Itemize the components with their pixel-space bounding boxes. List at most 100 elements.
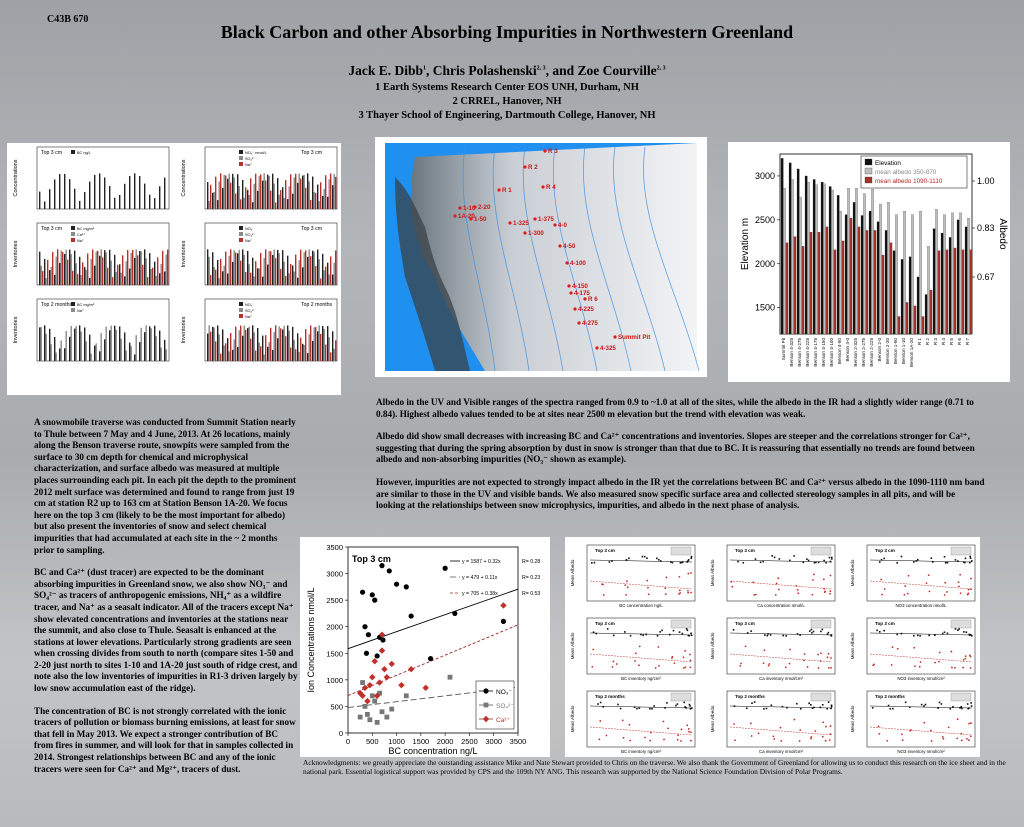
mini-bar [270,327,272,361]
mini-bar [54,179,56,209]
mini-point-vis [636,707,638,710]
mini-point-ir [634,652,637,655]
mini-bar [240,199,242,209]
mini-point-vis [954,559,957,561]
mini-bar [233,250,235,285]
mini-bar [255,261,257,285]
mini-bar [64,253,66,285]
mini-bar [307,173,309,209]
mini-bar [217,200,219,209]
mini-point-vis [751,702,753,704]
mini-point-ir [682,656,685,659]
mini-point-vis [830,704,833,707]
mini-point-ir [923,721,926,724]
station-marker [565,261,569,265]
category-label: R 2 [925,338,930,346]
mini-point-ir [970,722,972,724]
mini-bar [320,182,322,209]
point-no3 [379,563,385,569]
bar-elevation [916,276,920,335]
station-marker [508,221,512,225]
bar-mean-albedo-350-870 [935,209,938,335]
mini-bar [330,256,332,285]
mini-point-ir [927,574,930,577]
bar-mean-albedo-1090-1110 [785,242,789,335]
bar-mean-albedo-1090-1110 [881,254,885,335]
mini-bar [245,187,247,209]
y-axis-label: Elevation m [740,218,751,270]
mini-point-ir [763,649,766,652]
bar-elevation [908,256,912,335]
mini-legend-swatch [239,162,243,166]
point-no3 [386,568,392,574]
mini-bar [227,178,229,209]
poster-code: C43B 670 [47,14,89,25]
mini-bar [222,329,224,361]
mini-bar [139,251,141,285]
mini-bar [292,193,294,209]
mini-point-vis [923,705,925,707]
mini-bar [327,325,329,361]
mini-bar [242,335,244,361]
mini-bar [70,254,72,285]
mini-bar [315,266,317,285]
mini-fit-vis [729,705,833,709]
mini-bar [69,249,71,285]
mini-point-ir [797,592,800,595]
mini-bar [144,332,146,361]
mini-point-ir [601,583,603,586]
mini-legend-swatch [71,150,75,154]
mini-legend-swatch [239,150,243,154]
mini-bar [308,334,310,361]
mini-bar [298,173,300,209]
point-so4 [357,714,363,720]
mini-point-ir [773,738,776,740]
category-label: Benson 1-10 [901,338,906,364]
results-p1: Albedo in the UV and Visible ranges of t… [376,397,974,419]
mini-bar [137,255,139,285]
elevation-contour [552,146,598,372]
mini-y-label: Mean Albedo [710,705,715,732]
mini-bar [220,353,222,361]
mini-point-vis [830,558,833,560]
mini-bar [99,351,101,361]
station-label: R 1 [502,187,512,194]
mini-bar [154,198,156,209]
mini-bar [288,330,290,361]
mini-point-vis [629,634,632,637]
fit-equation: y = 705 + 0.38x [462,591,498,597]
mini-point-ir [798,740,801,742]
station-marker [569,291,573,295]
bc-ion-scatter-chart: 0 500 1000 1500 2000 2500 3000 3500 0 500 1000 1500… [306,543,540,756]
point-ca [482,715,490,723]
mini-point-vis [675,704,677,707]
mini-bar [94,345,96,361]
category-label: Benson 4-150 [821,338,826,367]
mini-bar [250,272,252,285]
mini-bar [142,264,144,285]
mini-fit-ir [869,653,973,663]
mini-point-vis [759,561,762,564]
mini-bar [218,334,220,361]
mini-bar [263,257,265,285]
mini-bar [262,335,264,361]
mini-bar [149,194,151,209]
mini-fit-ir [589,653,693,663]
mini-bar [105,326,107,361]
mini-bar [157,257,159,285]
mini-bar [262,180,264,209]
mini-bar [232,173,234,209]
mini-bar [79,200,81,209]
mini-bar [285,275,287,285]
station-label: 4-225 [578,306,594,313]
mini-bar [282,250,284,285]
mini-bar [253,183,255,209]
author-line: Jack E. Dibb1, Chris Polashenski2, 3, an… [348,63,666,78]
station-label: 1A-20 [458,213,475,220]
mini-point-ir [906,592,909,595]
mini-point-vis [623,631,626,633]
mini-point-ir [812,578,814,581]
mini-title: Top 3 cm [41,150,62,156]
mini-point-ir [824,739,827,742]
point-so4 [377,690,382,696]
